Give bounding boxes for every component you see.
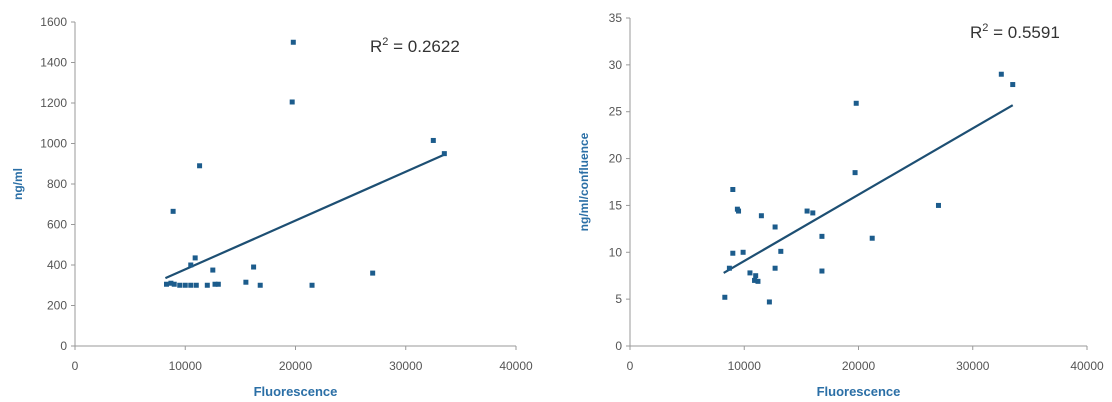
data-point	[853, 100, 859, 106]
data-point	[243, 279, 249, 285]
y-axis-title: ng/ml	[11, 168, 25, 200]
data-point	[722, 294, 728, 300]
y-tick-label: 0	[60, 339, 67, 353]
r-squared-value: = 0.2622	[388, 37, 459, 56]
data-point	[804, 208, 810, 214]
x-axis-title: Fluorescence	[817, 384, 901, 399]
data-point	[998, 71, 1004, 77]
x-tick-label: 10000	[728, 359, 762, 373]
y-tick-label: 30	[609, 58, 623, 72]
data-point	[758, 213, 764, 219]
data-point	[730, 186, 736, 192]
data-point	[164, 281, 170, 287]
x-tick-label: 40000	[1070, 359, 1104, 373]
data-point	[730, 250, 736, 256]
r-squared-base: R	[370, 37, 382, 56]
y-axis-title: ng/ml/confluence	[577, 132, 591, 231]
data-point	[309, 282, 315, 288]
data-point	[852, 170, 858, 176]
data-point	[370, 270, 376, 276]
data-point	[755, 278, 761, 284]
data-point	[726, 265, 732, 271]
y-tick-label: 25	[609, 105, 623, 119]
data-point	[935, 202, 941, 208]
y-tick-label: 1000	[40, 137, 67, 151]
chart-2: 0 5 10 15 20 25 30 35 0 10000 20000 30000 40000 Fluor…	[577, 11, 1104, 399]
data-point	[819, 233, 825, 239]
data-point	[736, 208, 742, 214]
y-tick-label: 5	[615, 292, 622, 306]
y-tick-label: 20	[609, 152, 623, 166]
data-point	[753, 273, 759, 279]
y-tick-label: 400	[47, 258, 67, 272]
y-tick-label: 1400	[40, 56, 67, 70]
chart-1: 0 200 400 600 800 1000 1200 1400 1600 0 10000 20000…	[11, 15, 533, 399]
x-tick-label: 20000	[279, 359, 313, 373]
y-tick-label: 800	[47, 177, 67, 191]
y-tick-label: 15	[609, 198, 623, 212]
x-tick-label: 0	[627, 359, 634, 373]
r-squared-value: = 0.5591	[988, 23, 1059, 42]
data-point	[212, 281, 218, 287]
data-point	[170, 208, 176, 214]
data-point	[188, 262, 194, 268]
r-squared-annotation: R2 = 0.5591	[970, 22, 1060, 42]
y-tick-label: 0	[615, 339, 622, 353]
data-point	[772, 265, 778, 271]
trendline	[164, 153, 445, 280]
r-squared-superscript: 2	[982, 22, 988, 34]
y-tick-label: 600	[47, 218, 67, 232]
data-point	[430, 137, 436, 143]
x-tick-label: 0	[72, 359, 79, 373]
data-point	[197, 163, 203, 169]
data-point	[171, 281, 177, 287]
data-point	[182, 282, 188, 288]
x-tick-label: 40000	[499, 359, 533, 373]
data-point	[772, 224, 778, 230]
data-point	[740, 249, 746, 255]
data-point	[251, 264, 257, 270]
data-point	[819, 268, 825, 274]
y-tick-label: 10	[609, 245, 623, 259]
data-point	[177, 282, 183, 288]
data-point	[747, 270, 753, 276]
data-point	[215, 281, 221, 287]
data-point	[257, 282, 263, 288]
y-tick-label: 1600	[40, 15, 67, 29]
data-point	[290, 39, 296, 45]
data-point	[188, 282, 194, 288]
data-point	[766, 299, 772, 305]
data-point	[810, 210, 816, 216]
x-tick-label: 10000	[169, 359, 203, 373]
x-tick-label: 20000	[842, 359, 876, 373]
data-point	[869, 235, 875, 241]
data-point	[168, 280, 174, 286]
data-point	[778, 248, 784, 254]
data-point	[192, 255, 198, 261]
data-point	[193, 282, 199, 288]
y-tick-label: 35	[609, 11, 623, 25]
x-tick-label: 30000	[956, 359, 990, 373]
y-tick-label: 200	[47, 299, 67, 313]
data-point	[441, 151, 447, 157]
data-point	[210, 267, 216, 273]
data-point	[289, 99, 295, 105]
data-point	[752, 277, 758, 283]
y-tick-label: 1200	[40, 96, 67, 110]
data-point	[204, 282, 210, 288]
x-axis-title: Fluorescence	[254, 384, 338, 399]
x-tick-label: 30000	[389, 359, 423, 373]
r-squared-superscript: 2	[382, 36, 388, 48]
data-point	[1010, 82, 1016, 88]
r-squared-annotation: R2 = 0.2622	[370, 36, 460, 56]
r-squared-base: R	[970, 23, 982, 42]
trendline	[723, 104, 1014, 274]
